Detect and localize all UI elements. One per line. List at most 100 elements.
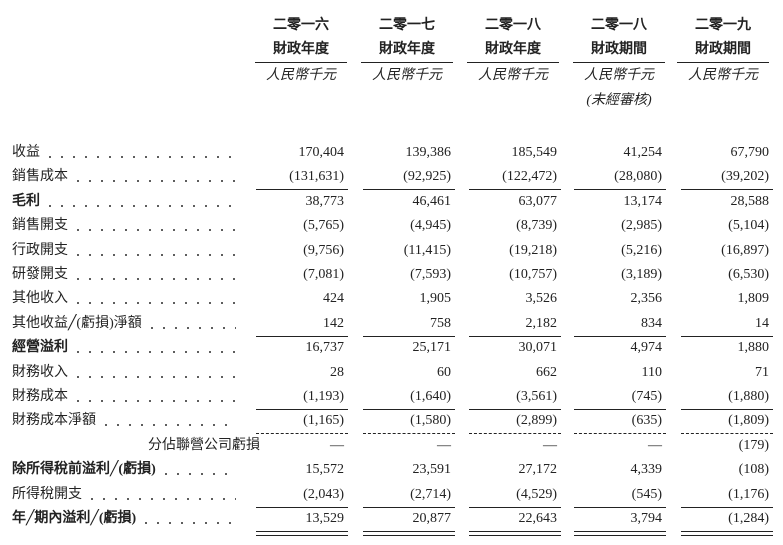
cell-value: 27,172 [518,462,558,478]
cell-value: (8,739) [516,218,557,234]
column-year: 二零一七 [379,18,435,33]
column-year: 二零一六 [273,18,329,33]
row-label: 除所得稅前溢利╱(虧損) [12,461,236,480]
label-text: 財務成本 [12,389,68,404]
rule [363,535,455,536]
column-unit: 人民幣千元 [266,68,336,83]
rule [256,506,348,508]
cell-value: 139,386 [405,145,452,160]
row-label: 其他收入 [12,290,236,309]
rule [681,531,773,532]
rule [574,189,666,191]
cell-value: 60 [437,364,451,380]
cell-value: 14 [755,315,769,331]
rule [256,409,348,410]
leader-dots [72,388,236,406]
rule [363,433,455,435]
leader-dots [72,363,236,382]
cell-value: (1,284) [728,511,769,526]
row-label: 行政開支 [12,241,236,260]
cell-value: (179) [738,437,769,453]
leader-dots [72,168,236,187]
cell-value: 63,077 [518,193,558,209]
leader-dots [72,266,236,284]
cell-value: (4,945) [410,218,451,234]
rule [469,335,561,337]
cell-value: (1,640) [410,389,451,404]
rule [469,433,561,435]
cell-value: 41,254 [623,145,663,160]
column-unit: 人民幣千元 [372,68,442,83]
label-text: 財務成本淨額 [12,413,96,429]
cell-value: — [437,437,451,453]
cell-value: 22,643 [518,511,558,526]
cell-value: 15,572 [305,462,345,478]
cell-value: 142 [323,315,344,331]
leader-dots [86,485,236,504]
cell-value: 185,549 [511,145,558,160]
rule [681,506,773,508]
cell-value: (11,415) [403,242,451,258]
column-period: 財政年度 [273,42,329,57]
rule [363,506,455,508]
rule [574,335,666,337]
leader-dots [100,412,236,431]
cell-value: (7,081) [303,267,344,282]
rule [363,531,455,532]
row-label: 其他收益╱(虧損)淨額 [12,314,236,333]
cell-value: 2,182 [525,315,558,331]
cell-value: 28,588 [730,193,770,209]
column-period: 財政年度 [485,42,541,57]
cell-value: (1,165) [303,413,344,429]
leader-dots [44,144,236,162]
rule [677,62,769,63]
leader-dots [44,192,236,211]
cell-value: (2,043) [303,486,344,502]
cell-value: 38,773 [305,193,345,209]
column-note: (未經審核) [586,93,652,108]
rule [361,62,453,63]
cell-value: (2,899) [516,413,557,429]
label-text: 銷售開支 [12,218,68,234]
label-text: 經營溢利 [12,340,68,356]
cell-value: (131,631) [289,169,344,185]
leader-dots [145,314,236,333]
cell-value: 23,591 [412,462,452,478]
cell-value: 662 [536,364,557,380]
cell-value: (5,216) [621,242,662,258]
column-period: 財政期間 [695,42,751,57]
cell-value: 758 [430,315,451,331]
row-label: 毛利 [12,192,236,211]
cell-value: 67,790 [730,145,770,160]
cell-value: (5,104) [728,218,769,234]
cell-value: (92,925) [403,169,451,185]
column-year: 二零一八 [591,18,647,33]
rule [574,433,666,435]
cell-value: 424 [323,291,344,307]
cell-value: 4,339 [630,462,663,478]
cell-value: (1,176) [728,486,769,502]
rule [469,535,561,536]
leader-dots [72,241,236,260]
rule [256,535,348,536]
rule [574,531,666,532]
leader-dots [72,290,236,309]
rule [256,189,348,191]
cell-value: 170,404 [298,145,345,160]
rule [469,189,561,191]
cell-value: (9,756) [303,242,344,258]
cell-value: 110 [641,364,662,380]
column-period: 財政期間 [591,42,647,57]
row-label: 經營溢利 [12,339,236,358]
label-text: 銷售成本 [12,169,68,185]
cell-value: (16,897) [721,242,769,258]
label-text: 財務收入 [12,364,68,380]
leader-dots [159,461,236,480]
label-text: 除所得稅前溢利╱(虧損) [12,462,156,478]
row-label: 研發開支 [12,266,236,284]
rule [256,433,348,435]
cell-value: (7,593) [410,267,451,282]
row-label: 分佔聯營公司虧損 [148,437,260,455]
rule [256,335,348,337]
